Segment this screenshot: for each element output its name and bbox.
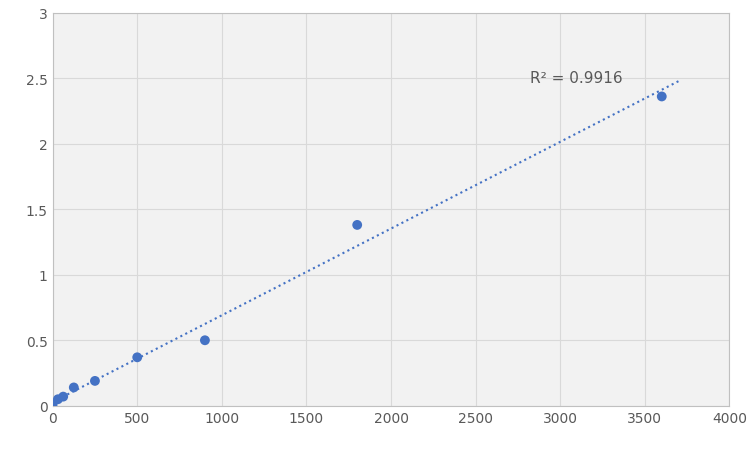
Text: R² = 0.9916: R² = 0.9916 [529,71,623,86]
Point [351,222,363,229]
Point [199,337,211,344]
Point [47,401,59,408]
Point [89,377,101,385]
Point [68,384,80,391]
Point [131,354,143,361]
Point [656,94,668,101]
Point [52,396,64,403]
Point [57,393,69,400]
